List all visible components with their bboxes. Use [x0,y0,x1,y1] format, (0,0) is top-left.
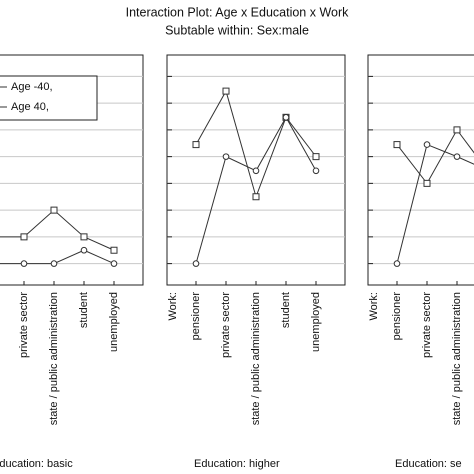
marker [453,153,461,160]
marker [192,260,200,267]
x-tick-label: student [78,292,90,328]
x-tick-label: private sector [18,292,30,358]
marker [50,260,58,267]
x-tick-label: unemployed [108,292,120,352]
marker [222,153,230,160]
legend-label: Age 40, [11,101,49,113]
series-line [195,116,317,264]
marker [252,167,260,175]
chart-title: Interaction Plot: Age x Education x Work [126,5,350,19]
x-tick-label: private sector [220,292,232,358]
series-line [0,209,115,251]
legend-label: Age -40, [11,81,53,93]
x-tick-label: pensioner [391,292,403,341]
marker [393,141,401,149]
panel-title: Education: basic [0,458,73,470]
panel-title: Education: se [395,458,462,470]
chart-subtitle: Subtable within: Sex:male [165,23,309,37]
work-label: Work: [167,292,179,321]
series-line [396,128,474,185]
marker [312,153,320,161]
legend-box [0,75,98,121]
x-tick-label: unemployed [310,292,322,352]
marker [110,246,118,254]
marker [393,260,401,267]
x-tick-label: state / public administration [451,292,463,425]
series-line [195,89,317,199]
marker [50,206,58,214]
series-line [396,143,474,264]
x-tick-label: student [280,292,292,328]
marker [282,114,290,121]
marker [110,260,118,267]
marker [20,260,28,267]
x-tick-label: state / public administration [250,292,262,425]
marker [423,141,431,148]
marker [312,167,320,175]
marker [423,179,431,187]
marker [222,87,230,95]
marker [20,233,28,241]
marker [453,126,461,134]
panel-title: Education: higher [194,458,280,470]
series-line [0,249,115,265]
x-tick-label: state / public administration [48,292,60,425]
marker [252,193,260,201]
x-tick-label: private sector [421,292,433,358]
marker [80,233,88,241]
marker [80,246,88,254]
marker [192,141,200,149]
x-tick-label: pensioner [190,292,202,341]
work-label: Work: [368,292,380,321]
